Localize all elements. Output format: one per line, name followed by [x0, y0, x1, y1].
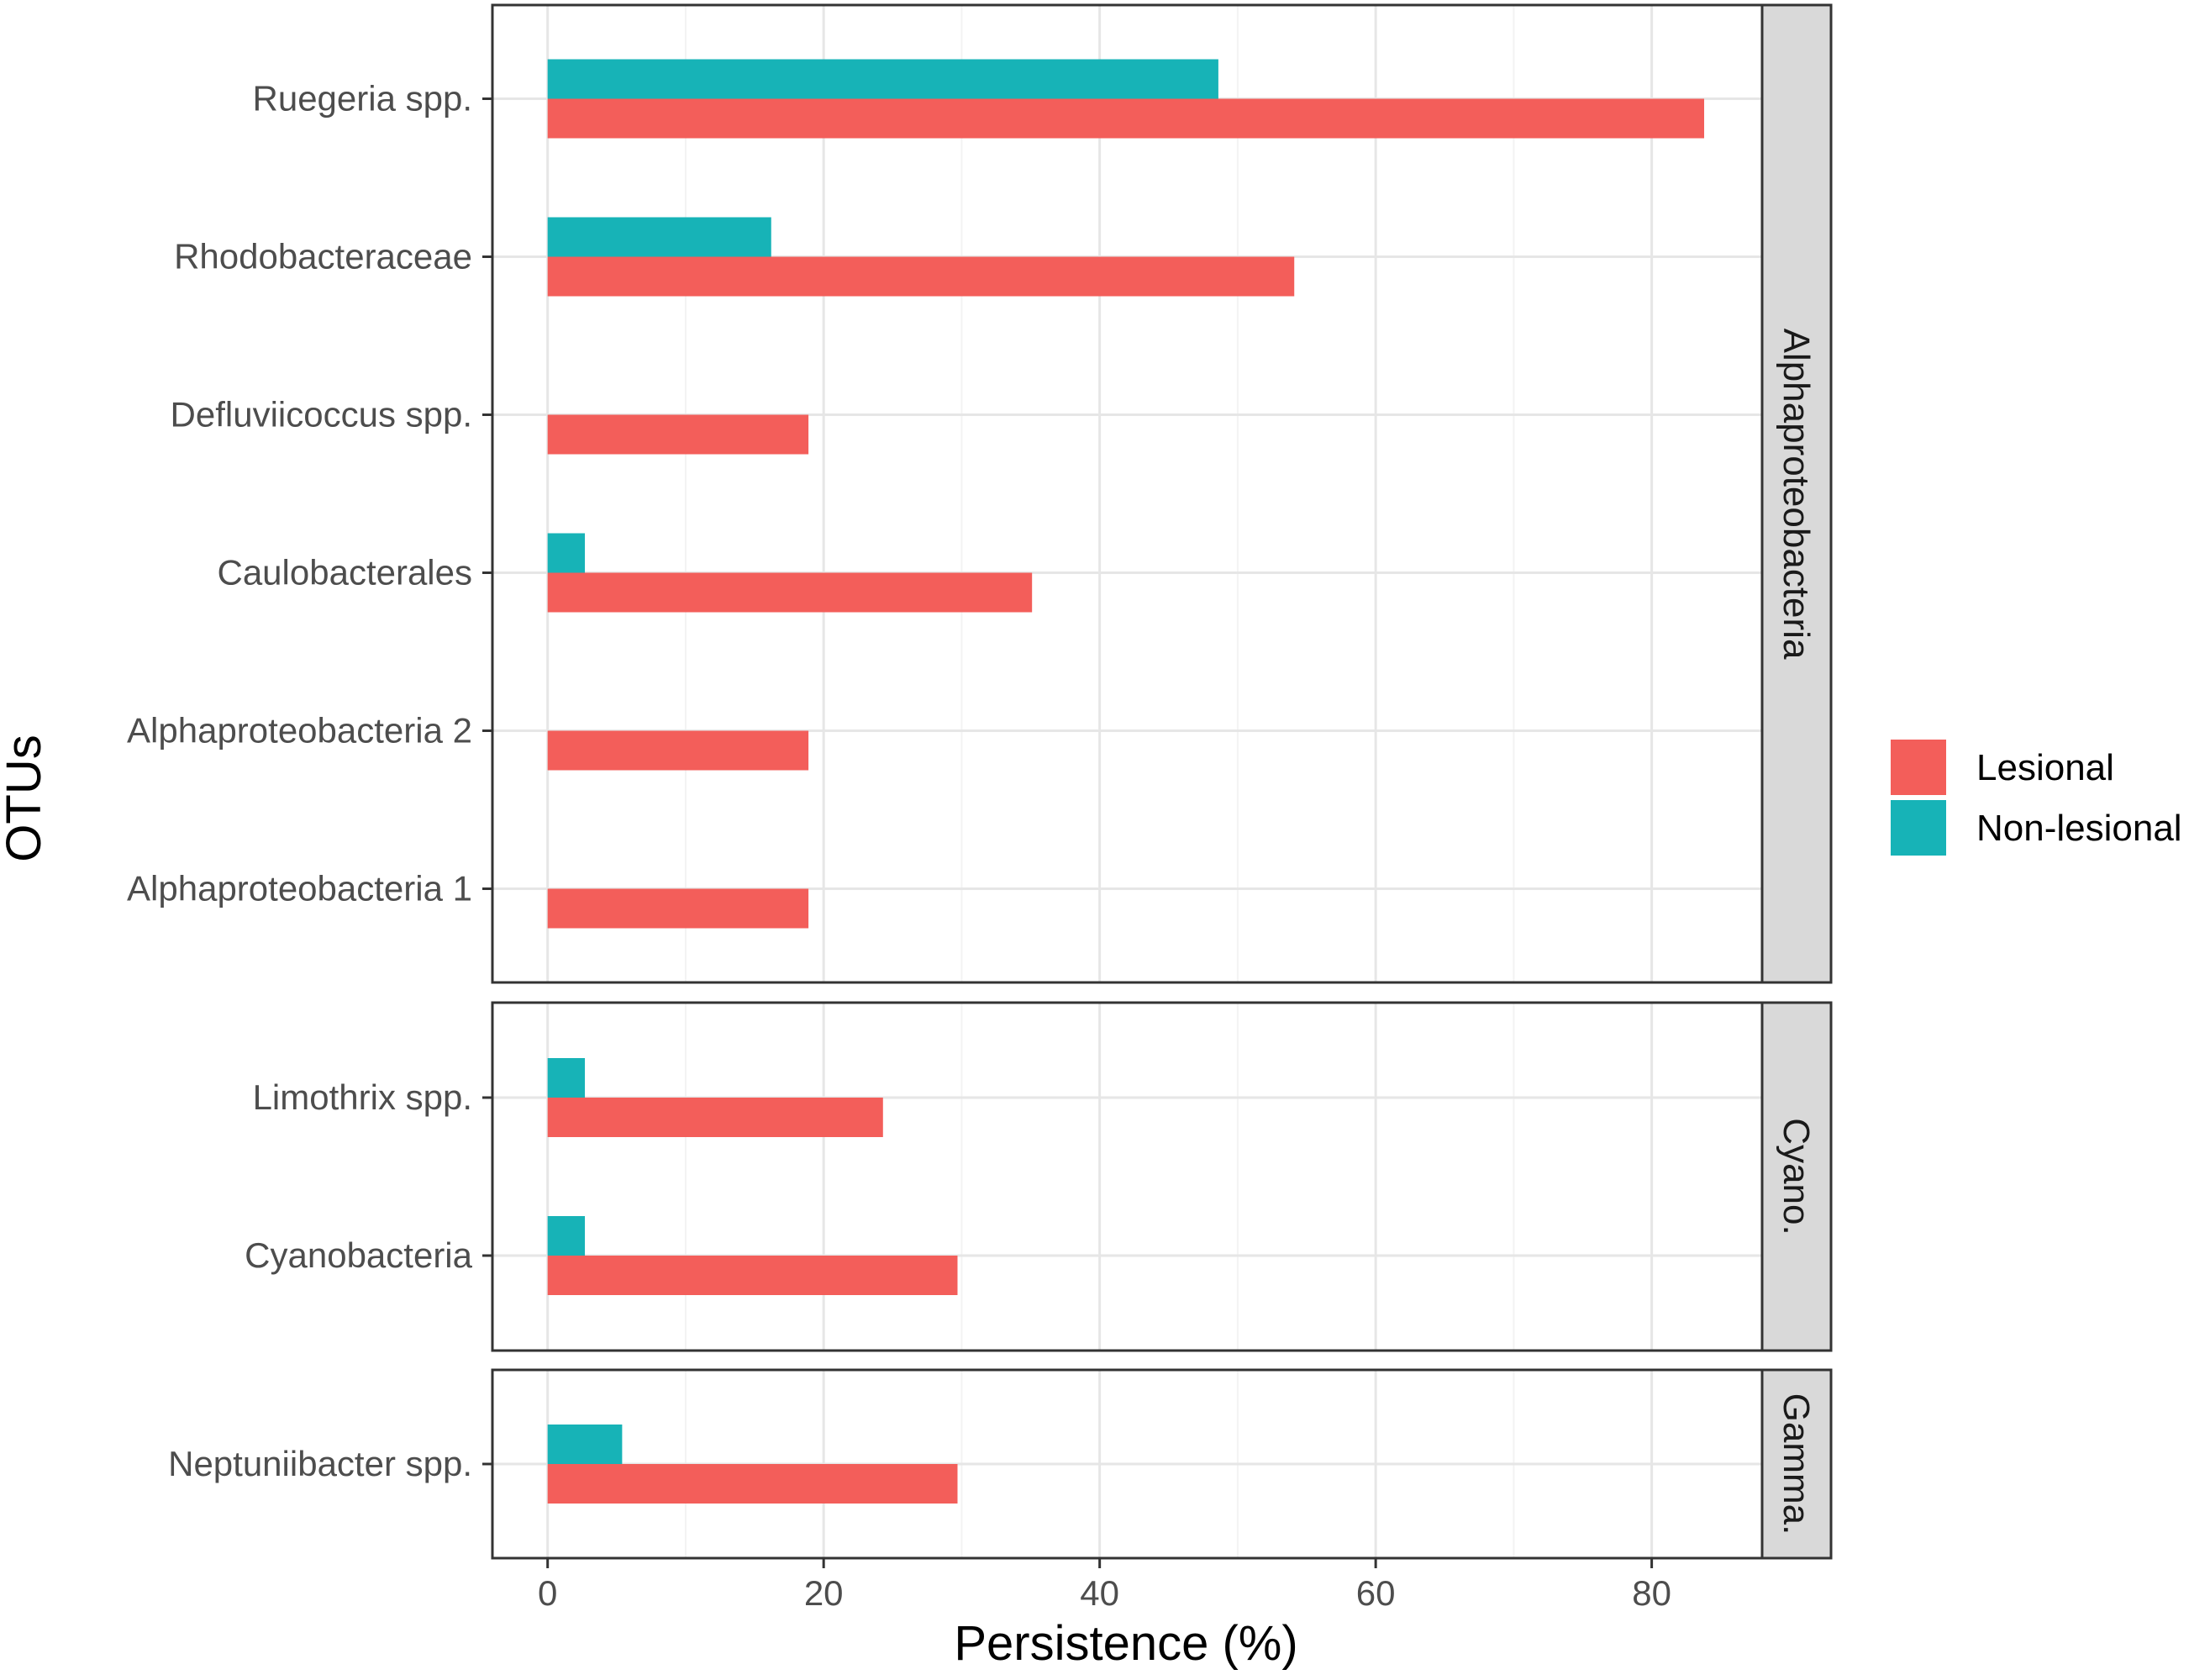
bar-lesional	[547, 414, 809, 455]
bar-non-lesional	[547, 217, 771, 257]
x-tick-label: 80	[1632, 1573, 1671, 1613]
bar-lesional	[547, 1464, 958, 1504]
bar-non-lesional	[547, 1058, 586, 1098]
x-tick-label: 20	[804, 1573, 844, 1613]
x-axis-title: Persistence (%)	[954, 1616, 1297, 1671]
panel-background	[492, 1003, 1762, 1351]
bar-lesional	[547, 98, 1705, 139]
panel-1: Ruegeria spp. Rhodobacteraceae Defluviicoc…	[127, 3, 1833, 984]
category-label: Defluviicoccus spp.	[171, 395, 472, 434]
legend: Lesional Non-lesional	[1891, 740, 2182, 856]
bar-lesional	[547, 1256, 958, 1295]
legend-label: Non-lesional	[1976, 808, 2182, 849]
facet-strip-label: Alphaproteobacteria	[1776, 329, 1817, 660]
y-axis-title: OTUs	[0, 735, 51, 861]
bar-non-lesional	[547, 1216, 586, 1256]
facet-strip	[1760, 1368, 1833, 1560]
facet-strip-label: Gamma.	[1776, 1393, 1817, 1535]
category-label: Rhodobacteraceae	[174, 237, 472, 276]
x-tick-label: 0	[538, 1573, 557, 1613]
facet-strip-label: Cyano.	[1776, 1118, 1817, 1235]
bar-non-lesional	[547, 533, 586, 573]
category-label: Limothrix spp.	[253, 1077, 472, 1117]
category-label: Alphaproteobacteria 1	[127, 869, 472, 908]
facet-strip	[1760, 1001, 1833, 1352]
bar-lesional	[547, 1098, 883, 1137]
category-label: Cyanobacteria	[245, 1235, 472, 1275]
panel-3: Neptuniibacter spp. Gamma.	[168, 1368, 1833, 1560]
x-axis: 0 20 40 60 80	[538, 1558, 1671, 1613]
x-tick-label: 60	[1356, 1573, 1396, 1613]
legend-swatch-non-lesional	[1891, 800, 1946, 856]
category-label: Caulobacterales	[217, 553, 472, 592]
bar-lesional	[547, 256, 1295, 297]
bar-lesional	[547, 572, 1033, 613]
category-label: Ruegeria spp.	[253, 79, 473, 118]
legend-label: Lesional	[1976, 747, 2114, 788]
panel-background	[492, 5, 1762, 982]
x-tick-label: 40	[1080, 1573, 1119, 1613]
bar-non-lesional	[547, 1425, 623, 1464]
category-label: Alphaproteobacteria 2	[127, 711, 472, 750]
category-label: Neptuniibacter spp.	[168, 1444, 472, 1483]
panel-2: Limothrix spp. Cyanobacteria Cyano.	[245, 1001, 1833, 1352]
bar-lesional	[547, 888, 809, 929]
legend-swatch-lesional	[1891, 740, 1946, 795]
bar-non-lesional	[547, 59, 1218, 99]
bar-lesional	[547, 730, 809, 771]
panels-layer: Ruegeria spp. Rhodobacteraceae Defluviicoc…	[127, 3, 1833, 1560]
facet-strip	[1760, 3, 1833, 984]
